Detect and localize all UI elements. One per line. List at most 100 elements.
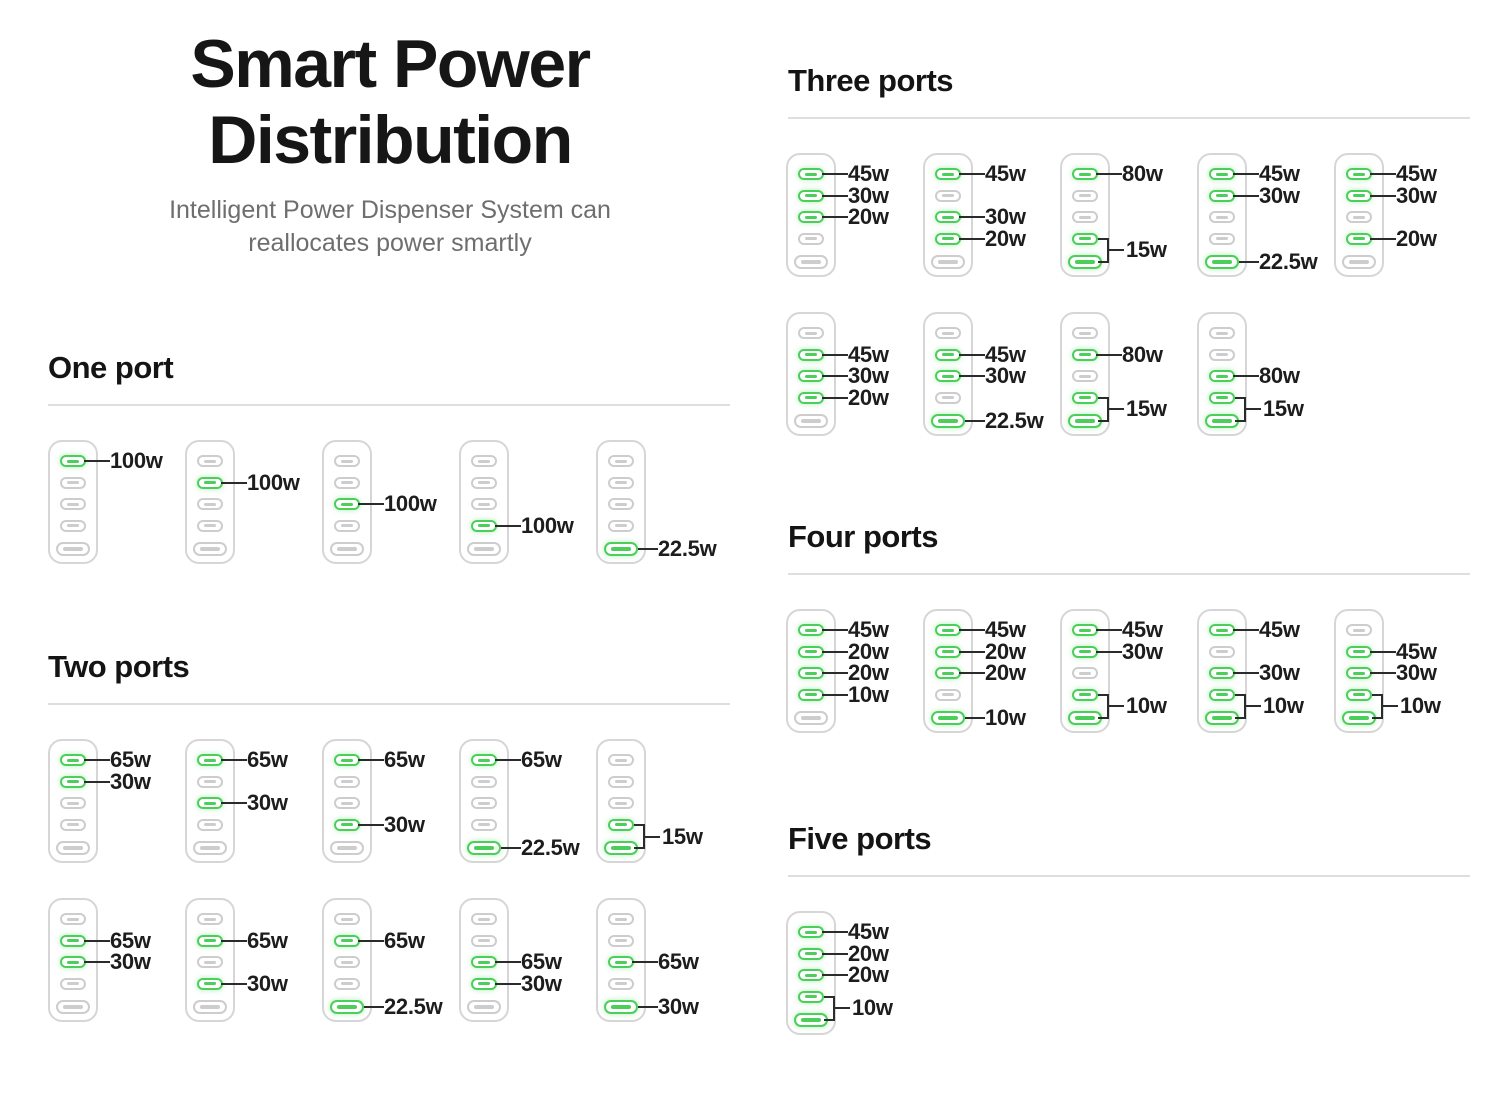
wattage-label: 10w	[852, 995, 893, 1021]
bracket-line	[634, 823, 645, 850]
connector-line	[959, 353, 985, 356]
port-pin-bar	[942, 215, 954, 219]
charger-rows: 65w 30w 65w 30w 65w 30w 65w 22.5w 15w 65w 30w 65w 30…	[40, 739, 740, 1024]
connector-line	[959, 650, 985, 653]
connector-line	[1233, 672, 1259, 674]
charger-diagram: 45w 30w 10w	[1060, 609, 1197, 735]
port-pin-bar	[204, 823, 216, 827]
port-pin-bar	[801, 419, 821, 423]
connector-line	[822, 173, 848, 175]
wattage-label: 80w	[1259, 363, 1300, 388]
port-pin-bar	[200, 547, 220, 552]
wattage-label: 65w	[384, 747, 425, 773]
port-pin-bar	[204, 502, 216, 506]
connector-line	[84, 759, 110, 762]
connector-line	[495, 961, 521, 964]
connector-line	[1096, 629, 1122, 631]
usba-port-icon	[193, 841, 227, 856]
charger-rows: 45w 20w 20w 10w	[780, 911, 1490, 1037]
usbc-port-icon	[608, 498, 634, 511]
charger-body	[923, 153, 973, 277]
port-pin-bar	[478, 823, 490, 827]
port-pin-bar	[67, 939, 79, 943]
wattage-label: 65w	[247, 927, 288, 953]
port-pin-bar	[801, 260, 821, 264]
charger-body	[923, 609, 973, 733]
port-pin-bar	[611, 547, 631, 552]
connector-line	[358, 503, 384, 506]
usba-port-icon	[604, 542, 638, 557]
charger-body	[786, 911, 836, 1035]
charger-diagram: 45w 20w 20w 10w	[786, 911, 923, 1037]
wattage-label: 65w	[658, 949, 699, 975]
usbc-port-icon	[60, 455, 86, 468]
port-pin-bar	[204, 524, 216, 528]
port-pin-bar	[204, 982, 216, 986]
port-pin-bar	[805, 628, 817, 632]
section-one-port: One port 100w 100w 100w 100w 22.5w	[40, 349, 740, 566]
charger-diagram: 45w 30w 10w	[1334, 609, 1471, 735]
usbc-port-icon	[60, 519, 86, 532]
usbc-port-icon	[608, 519, 634, 532]
port-pin-bar	[615, 960, 627, 964]
usbc-port-icon	[471, 455, 497, 468]
usbc-port-icon	[334, 455, 360, 468]
port-pin-bar	[1079, 215, 1091, 219]
port-pin-bar	[805, 952, 817, 955]
usba-port-icon	[931, 255, 965, 269]
port-pin-bar	[1079, 194, 1091, 197]
port-pin-bar	[938, 260, 958, 264]
port-pin-bar	[1353, 172, 1365, 176]
usbc-port-icon	[1072, 667, 1098, 679]
port-pin-bar	[63, 846, 83, 851]
port-pin-bar	[1216, 628, 1228, 632]
usbc-port-icon	[60, 818, 86, 831]
port-pin-bar	[1216, 374, 1228, 378]
charger-body	[322, 440, 372, 565]
connector-line	[1109, 249, 1124, 252]
port-pin-bar	[204, 459, 216, 463]
usba-port-icon	[794, 1013, 828, 1027]
wattage-label: 45w	[848, 161, 889, 186]
charger-diagram: 45w 30w 22.5w	[923, 312, 1060, 438]
page-title-line2: Distribution	[208, 102, 573, 179]
port-pin-bar	[615, 502, 627, 506]
port-pin-bar	[204, 780, 216, 784]
usbc-port-icon	[935, 667, 961, 679]
connector-line	[221, 939, 247, 942]
charger-body	[786, 609, 836, 733]
usbc-port-icon	[1209, 348, 1235, 361]
usbc-port-icon	[1346, 232, 1372, 245]
usbc-port-icon	[798, 391, 824, 404]
port-pin-bar	[942, 628, 954, 632]
wattage-label: 10w	[1126, 693, 1167, 719]
usbc-port-icon	[197, 754, 223, 767]
usbc-port-icon	[798, 667, 824, 679]
port-pin-bar	[1212, 419, 1232, 423]
port-pin-bar	[805, 237, 817, 240]
port-pin-bar	[1353, 237, 1365, 240]
connector-line	[1383, 705, 1398, 708]
wattage-label: 100w	[247, 469, 300, 495]
connector-line	[501, 847, 521, 850]
usbc-port-icon	[197, 476, 223, 489]
connector-line	[822, 216, 848, 218]
connector-line	[495, 759, 521, 762]
usbc-port-icon	[798, 926, 824, 938]
usbc-port-icon	[1209, 189, 1235, 202]
usbc-port-icon	[1209, 370, 1235, 382]
port-pin-bar	[204, 960, 216, 964]
usbc-port-icon	[1209, 688, 1235, 701]
connector-line	[1096, 173, 1122, 175]
usbc-port-icon	[1209, 168, 1235, 180]
usbc-port-icon	[471, 797, 497, 810]
charger-row: 65w 30w 65w 30w 65w 30w 65w 22.5w 15w	[48, 739, 740, 865]
usba-port-icon	[330, 841, 364, 856]
usbc-port-icon	[608, 818, 634, 831]
usbc-port-icon	[197, 977, 223, 990]
port-pin-bar	[942, 396, 954, 399]
port-pin-bar	[801, 1018, 821, 1022]
wattage-label: 20w	[985, 638, 1026, 664]
port-pin-bar	[67, 524, 79, 528]
wattage-label: 30w	[985, 204, 1026, 229]
